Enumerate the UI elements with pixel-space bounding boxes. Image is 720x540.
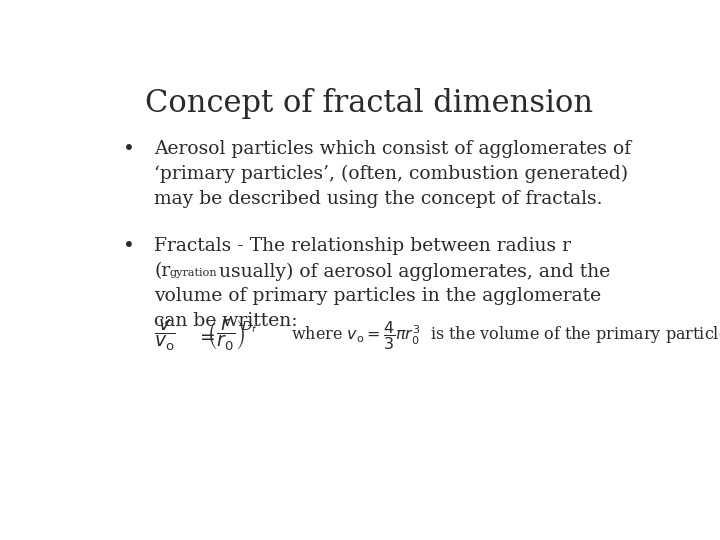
Text: •: • bbox=[124, 238, 135, 256]
Text: (r: (r bbox=[154, 262, 171, 280]
Text: gyration: gyration bbox=[170, 268, 217, 278]
Text: Concept of fractal dimension: Concept of fractal dimension bbox=[145, 87, 593, 119]
Text: $\dfrac{v}{v_{\mathrm{o}}}$: $\dfrac{v}{v_{\mathrm{o}}}$ bbox=[154, 318, 176, 353]
Text: can be written:: can be written: bbox=[154, 312, 297, 330]
Text: •: • bbox=[124, 140, 135, 159]
Text: ‘primary particles’, (often, combustion generated): ‘primary particles’, (often, combustion … bbox=[154, 165, 629, 183]
Text: Aerosol particles which consist of agglomerates of: Aerosol particles which consist of agglo… bbox=[154, 140, 631, 158]
Text: Fractals - The relationship between radius r: Fractals - The relationship between radi… bbox=[154, 238, 571, 255]
Text: usually) of aerosol agglomerates, and the: usually) of aerosol agglomerates, and th… bbox=[213, 262, 610, 281]
Text: volume of primary particles in the agglomerate: volume of primary particles in the agglo… bbox=[154, 287, 601, 305]
Text: where $v_{\mathrm{o}} = \dfrac{4}{3}\pi r_{\mathrm{0}}^3$  is the volume of the : where $v_{\mathrm{o}} = \dfrac{4}{3}\pi … bbox=[291, 319, 720, 352]
Text: $\left(\dfrac{r}{r_{\mathrm{0}}}\right)^{\!\!D_f}$: $\left(\dfrac{r}{r_{\mathrm{0}}}\right)^… bbox=[207, 318, 258, 353]
Text: $=$: $=$ bbox=[196, 326, 215, 345]
Text: may be described using the concept of fractals.: may be described using the concept of fr… bbox=[154, 190, 603, 207]
